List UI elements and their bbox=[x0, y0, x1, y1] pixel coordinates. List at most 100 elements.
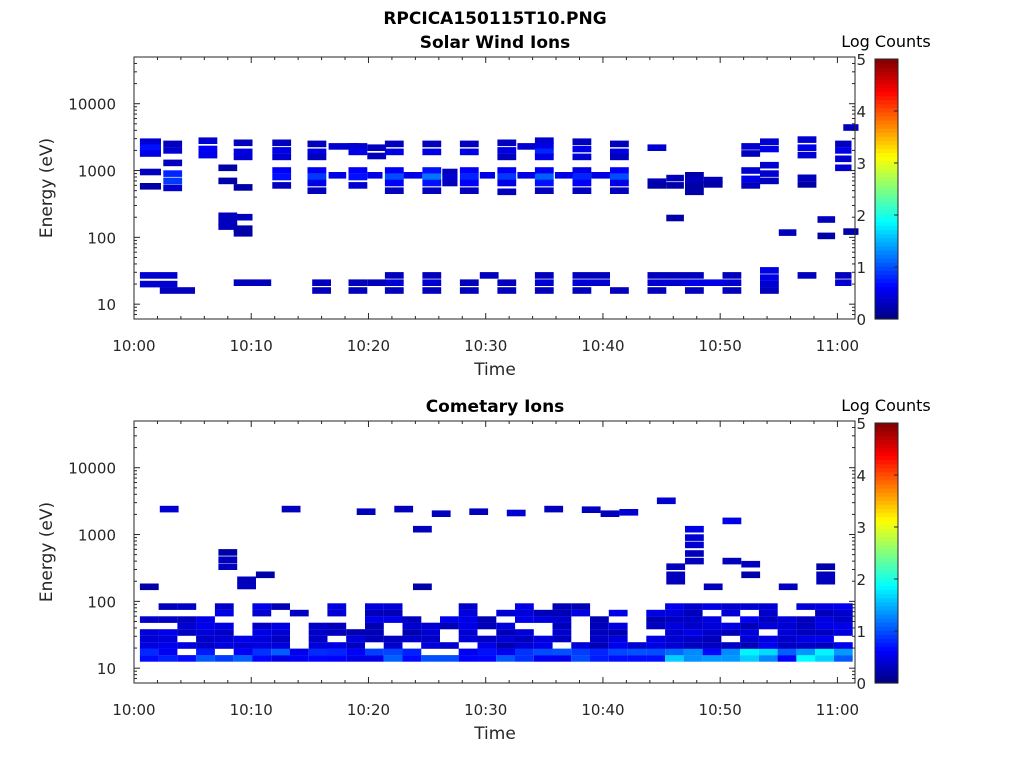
colorbar-swatch bbox=[875, 176, 898, 182]
colorbar-swatch bbox=[875, 205, 898, 210]
heatmap-cell bbox=[741, 560, 761, 568]
colorbar-swatch bbox=[875, 439, 898, 444]
heatmap-cell bbox=[422, 173, 442, 181]
heatmap-cell bbox=[440, 655, 459, 662]
colorbar-tick-label: 2 bbox=[856, 207, 866, 225]
heatmap-cell bbox=[346, 629, 365, 636]
heatmap-cell bbox=[497, 179, 517, 187]
heatmap-cell bbox=[544, 505, 564, 513]
y-tick-label: 10 bbox=[97, 660, 116, 678]
heatmap-cell bbox=[665, 635, 684, 643]
heatmap-cell bbox=[312, 287, 331, 294]
x-tick-label: 10:20 bbox=[347, 701, 390, 719]
heatmap-cell bbox=[496, 635, 516, 643]
colorbar-swatch bbox=[875, 597, 898, 603]
heatmap-cell bbox=[348, 279, 368, 286]
colorbar-swatch bbox=[875, 103, 898, 109]
heatmap-cell bbox=[440, 616, 459, 623]
colorbar-tick-label: 4 bbox=[856, 467, 866, 485]
heatmap-cell bbox=[815, 648, 834, 656]
heatmap-cell bbox=[665, 609, 684, 617]
heatmap-cell bbox=[383, 635, 403, 643]
heatmap-cell bbox=[252, 622, 272, 630]
heatmap-cell bbox=[356, 508, 376, 515]
heatmap-cell bbox=[233, 648, 253, 656]
colorbar-swatch bbox=[875, 630, 898, 635]
heatmap-cell bbox=[722, 517, 742, 525]
heatmap-cell bbox=[496, 655, 516, 662]
heatmap-cell bbox=[721, 648, 741, 656]
colorbar-swatch bbox=[875, 471, 898, 477]
heatmap-cell bbox=[647, 272, 685, 279]
heatmap-cell bbox=[196, 642, 215, 649]
heatmap-cell bbox=[815, 616, 834, 623]
colorbar-swatch bbox=[875, 184, 898, 190]
heatmap-cell bbox=[422, 148, 442, 156]
heatmap-cell bbox=[218, 164, 238, 172]
heatmap-cell bbox=[534, 137, 554, 144]
heatmap-cell bbox=[402, 655, 422, 662]
heatmap-cell bbox=[552, 603, 572, 610]
heatmap-cell bbox=[442, 173, 458, 181]
colorbar-swatch bbox=[875, 447, 898, 453]
solar-wind-panel: Solar Wind Ions 10:00 10:10 10:20 10:30 10:4… bbox=[37, 32, 931, 380]
heatmap-cell bbox=[479, 172, 495, 179]
heatmap-cell bbox=[348, 287, 368, 294]
heatmap-cell bbox=[218, 177, 238, 185]
heatmap-cell bbox=[835, 155, 852, 163]
colorbar-swatch bbox=[875, 310, 898, 316]
heatmap-cell bbox=[328, 143, 360, 150]
heatmap-cell bbox=[421, 642, 440, 649]
heatmap-cell bbox=[647, 287, 667, 294]
colorbar-swatch bbox=[875, 569, 898, 574]
heatmap-cell bbox=[740, 642, 759, 649]
colorbar-swatch bbox=[875, 423, 898, 428]
x-tick-label: 11:00 bbox=[816, 701, 859, 719]
heatmap-cell bbox=[610, 167, 629, 174]
colorbar-swatch bbox=[875, 128, 898, 133]
heatmap-cell bbox=[533, 635, 553, 643]
heatmap-cell bbox=[198, 137, 218, 144]
colorbar-swatch bbox=[875, 152, 898, 158]
heatmap-cell bbox=[327, 609, 347, 617]
heatmap-cell bbox=[797, 174, 817, 182]
heatmap-cell bbox=[271, 648, 290, 656]
heatmap-cell bbox=[647, 178, 667, 185]
colorbar-swatch bbox=[875, 443, 898, 448]
colorbar-swatch bbox=[875, 483, 898, 489]
heatmap-cell bbox=[685, 550, 704, 557]
heatmap-cell bbox=[815, 629, 834, 636]
solar-wind-ylabel: Energy (eV) bbox=[37, 138, 57, 238]
colorbar-tick-label: 5 bbox=[856, 51, 866, 69]
colorbar-swatch bbox=[875, 254, 898, 259]
heatmap-cell bbox=[515, 635, 534, 643]
colorbar-swatch bbox=[875, 622, 898, 627]
colorbar-swatch bbox=[875, 638, 898, 643]
heatmap-cell bbox=[515, 655, 534, 662]
heatmap-cell bbox=[477, 648, 497, 656]
heatmap-cell bbox=[198, 151, 218, 159]
heatmap-cell bbox=[572, 179, 592, 187]
heatmap-cell bbox=[139, 616, 159, 623]
heatmap-cell bbox=[833, 622, 853, 630]
colorbar-swatch bbox=[875, 306, 898, 312]
heatmap-cell bbox=[608, 648, 628, 656]
heatmap-cell bbox=[497, 279, 517, 286]
colorbar-frame bbox=[874, 58, 899, 320]
colorbar-swatch bbox=[875, 496, 898, 501]
heatmap-cell bbox=[796, 648, 816, 656]
colorbar-swatch bbox=[875, 548, 898, 554]
heatmap-cell bbox=[255, 571, 275, 579]
y-tick-label: 10 bbox=[97, 296, 116, 314]
heatmap-cell bbox=[346, 648, 365, 656]
heatmap-cell bbox=[608, 609, 628, 617]
heatmap-cell bbox=[534, 179, 554, 187]
heatmap-cell bbox=[307, 140, 327, 148]
heatmap-cell bbox=[163, 159, 183, 167]
heatmap-cell bbox=[703, 176, 723, 184]
colorbar-swatch bbox=[875, 160, 898, 166]
solar-wind-xlabel: Time bbox=[473, 360, 516, 380]
colorbar-swatch bbox=[875, 290, 898, 296]
heatmap-cell bbox=[796, 642, 816, 649]
